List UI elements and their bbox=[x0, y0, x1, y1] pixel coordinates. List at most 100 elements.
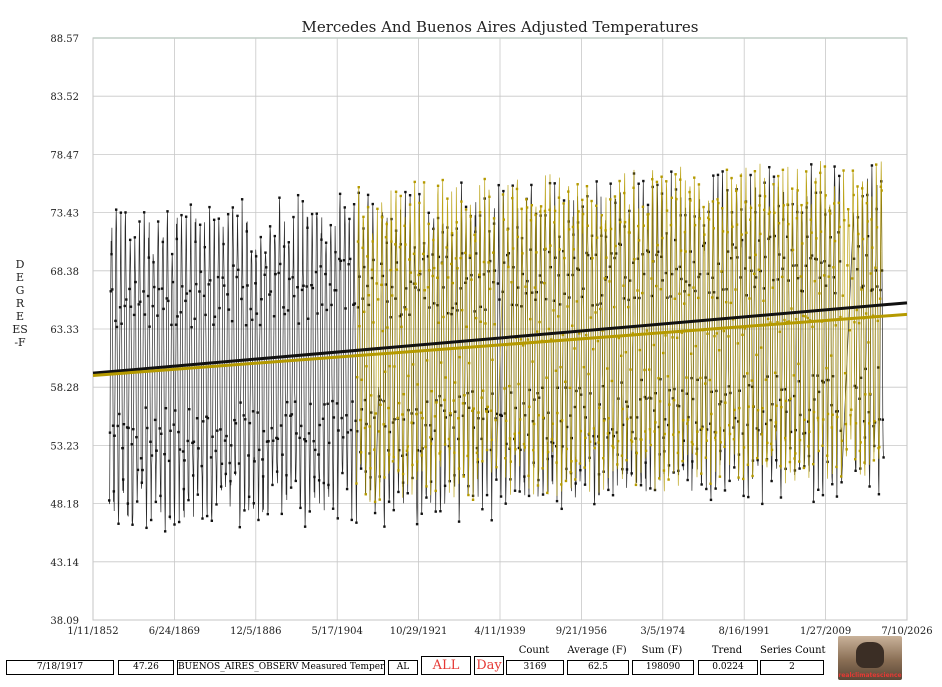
data-point bbox=[714, 431, 718, 434]
data-point bbox=[873, 420, 876, 423]
all-button[interactable]: ALL bbox=[421, 656, 471, 675]
data-point bbox=[867, 341, 870, 344]
data-point bbox=[272, 315, 276, 318]
data-point bbox=[320, 238, 323, 241]
data-point bbox=[778, 330, 781, 334]
data-point bbox=[882, 456, 885, 459]
data-point bbox=[577, 210, 580, 213]
region-selector[interactable]: AL bbox=[388, 660, 418, 675]
data-point bbox=[840, 481, 843, 484]
data-point bbox=[292, 215, 295, 219]
site-logo[interactable]: realclimatescience bbox=[838, 636, 902, 680]
data-point bbox=[233, 418, 236, 422]
data-point bbox=[425, 485, 428, 488]
x-tick-label: 7/10/2026 bbox=[881, 626, 932, 637]
data-point bbox=[288, 277, 291, 281]
data-point bbox=[772, 175, 776, 178]
data-point bbox=[619, 354, 623, 358]
data-point bbox=[632, 186, 635, 189]
data-point bbox=[536, 330, 539, 333]
data-point bbox=[422, 252, 425, 256]
data-point bbox=[376, 207, 379, 211]
data-point bbox=[668, 403, 671, 406]
data-point bbox=[544, 247, 547, 251]
data-point bbox=[768, 210, 771, 214]
data-point bbox=[557, 196, 561, 199]
y-tick-label: 88.57 bbox=[50, 34, 79, 45]
data-point bbox=[256, 411, 259, 414]
data-point bbox=[665, 180, 668, 183]
data-point bbox=[200, 464, 203, 468]
data-point bbox=[541, 493, 545, 496]
data-point bbox=[659, 287, 663, 291]
data-point bbox=[271, 483, 274, 487]
data-point bbox=[641, 205, 645, 208]
data-point bbox=[461, 402, 465, 405]
data-point bbox=[453, 381, 457, 384]
data-point bbox=[417, 273, 420, 277]
data-point bbox=[868, 485, 871, 488]
data-point bbox=[447, 437, 451, 441]
data-point bbox=[799, 275, 802, 278]
data-point bbox=[255, 312, 259, 315]
data-point bbox=[527, 474, 530, 478]
data-point bbox=[214, 449, 217, 453]
data-point bbox=[394, 190, 398, 193]
data-point bbox=[279, 424, 283, 427]
data-point bbox=[626, 305, 630, 309]
data-point bbox=[788, 460, 792, 464]
data-point bbox=[246, 284, 249, 287]
data-point bbox=[148, 325, 151, 328]
data-point bbox=[383, 525, 386, 528]
data-point bbox=[810, 231, 813, 234]
data-point bbox=[265, 266, 268, 269]
day-button[interactable]: Day bbox=[474, 656, 504, 675]
data-point bbox=[661, 351, 665, 355]
data-point bbox=[517, 382, 520, 386]
data-point bbox=[384, 370, 387, 373]
data-point bbox=[396, 416, 399, 420]
data-point bbox=[308, 510, 311, 513]
data-point bbox=[831, 483, 834, 486]
data-point bbox=[677, 430, 680, 434]
data-point bbox=[644, 461, 647, 464]
data-point bbox=[829, 212, 832, 215]
data-point bbox=[161, 240, 165, 244]
data-point bbox=[268, 225, 272, 228]
data-point bbox=[827, 275, 830, 278]
data-point bbox=[554, 369, 558, 372]
data-point bbox=[751, 474, 754, 478]
data-point bbox=[171, 280, 175, 284]
data-point bbox=[547, 327, 551, 331]
data-point bbox=[703, 382, 707, 385]
data-point bbox=[167, 459, 171, 463]
data-point bbox=[443, 398, 446, 402]
data-point bbox=[495, 412, 499, 416]
data-point bbox=[114, 208, 118, 211]
data-point bbox=[496, 282, 500, 285]
data-point bbox=[525, 206, 529, 209]
data-point bbox=[623, 220, 627, 224]
data-point bbox=[789, 430, 793, 434]
data-point bbox=[654, 284, 658, 288]
data-point bbox=[293, 294, 296, 298]
data-point bbox=[598, 403, 601, 406]
data-point bbox=[843, 219, 846, 222]
data-point bbox=[330, 303, 333, 307]
data-point bbox=[774, 421, 778, 424]
data-point bbox=[859, 441, 862, 444]
data-point bbox=[857, 232, 860, 236]
data-point bbox=[345, 414, 348, 417]
data-point bbox=[861, 187, 864, 190]
data-point bbox=[132, 427, 135, 431]
data-point bbox=[721, 230, 725, 233]
data-point bbox=[710, 296, 714, 299]
logo-text: realclimatescience bbox=[838, 672, 902, 679]
data-point bbox=[473, 233, 476, 237]
data-point bbox=[503, 387, 506, 390]
data-point bbox=[366, 205, 370, 209]
data-point bbox=[389, 268, 392, 272]
data-point bbox=[535, 251, 538, 254]
data-point bbox=[498, 298, 501, 301]
data-point bbox=[833, 165, 836, 168]
